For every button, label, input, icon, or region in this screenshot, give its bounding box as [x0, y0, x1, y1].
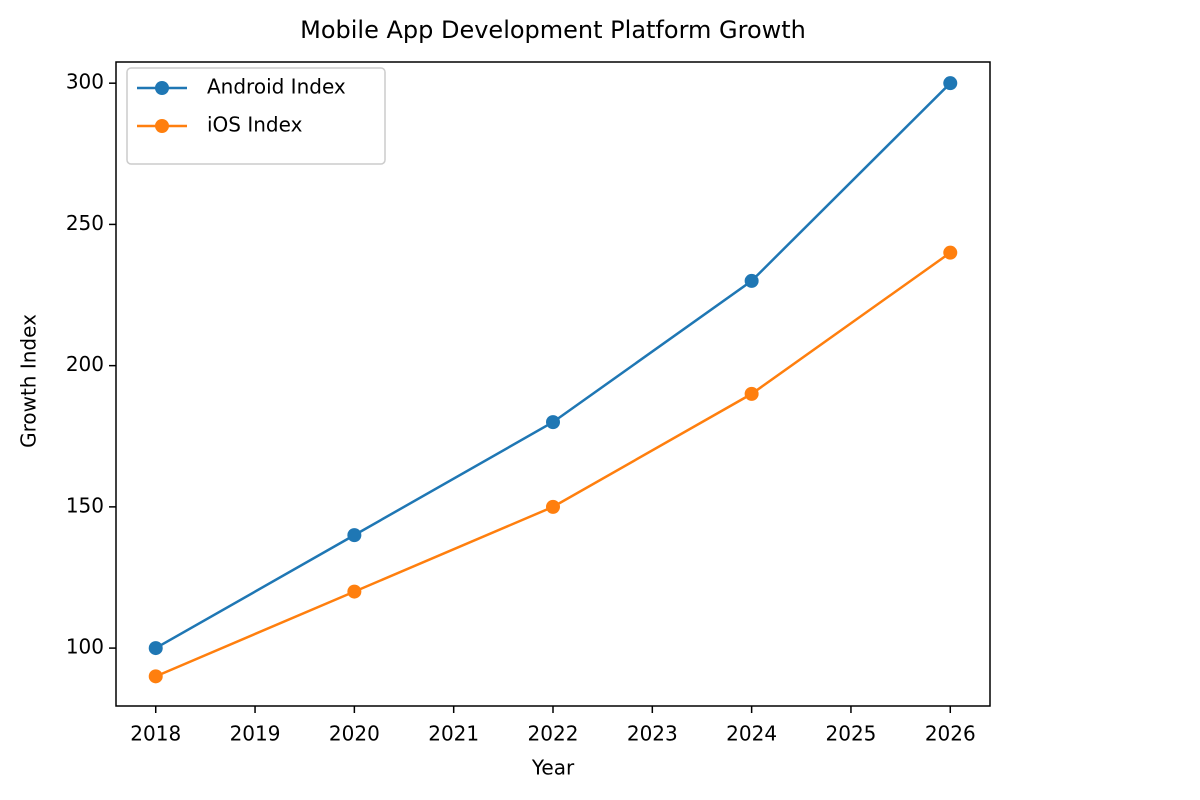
y-tick-label: 150	[66, 493, 104, 517]
y-tick-label: 100	[66, 635, 104, 659]
data-point	[148, 669, 163, 684]
x-tick-label: 2024	[726, 722, 777, 746]
data-point	[943, 245, 958, 260]
y-axis-label: Growth Index	[17, 314, 41, 448]
data-point	[347, 528, 362, 543]
legend: Android Index iOS Index	[126, 67, 386, 165]
x-tick-label: 2022	[528, 722, 579, 746]
legend-marker	[155, 81, 169, 95]
data-point	[744, 386, 759, 401]
data-point	[347, 584, 362, 599]
legend-label: Android Index	[207, 75, 346, 99]
legend-box	[126, 67, 386, 165]
x-tick-label: 2019	[230, 722, 281, 746]
x-tick-label: 2020	[329, 722, 380, 746]
data-point	[546, 499, 560, 514]
x-tick-label: 2026	[925, 722, 976, 746]
x-axis-label: Year	[531, 756, 575, 780]
y-tick-label: 300	[66, 70, 104, 94]
x-tick-label: 2023	[627, 722, 678, 746]
x-tick-label: 2025	[826, 722, 877, 746]
data-point	[943, 76, 958, 91]
legend-label: iOS Index	[207, 113, 303, 137]
y-tick-label: 250	[66, 211, 104, 235]
data-point	[148, 641, 163, 656]
plot-frame	[115, 61, 991, 707]
x-tick-label: 2018	[130, 722, 181, 746]
data-point	[744, 273, 759, 288]
y-tick-label: 200	[66, 352, 104, 376]
legend-marker	[155, 119, 169, 133]
chart-title: Mobile App Development Platform Growth	[300, 16, 806, 44]
data-point	[546, 415, 560, 430]
x-tick-label: 2021	[428, 722, 479, 746]
